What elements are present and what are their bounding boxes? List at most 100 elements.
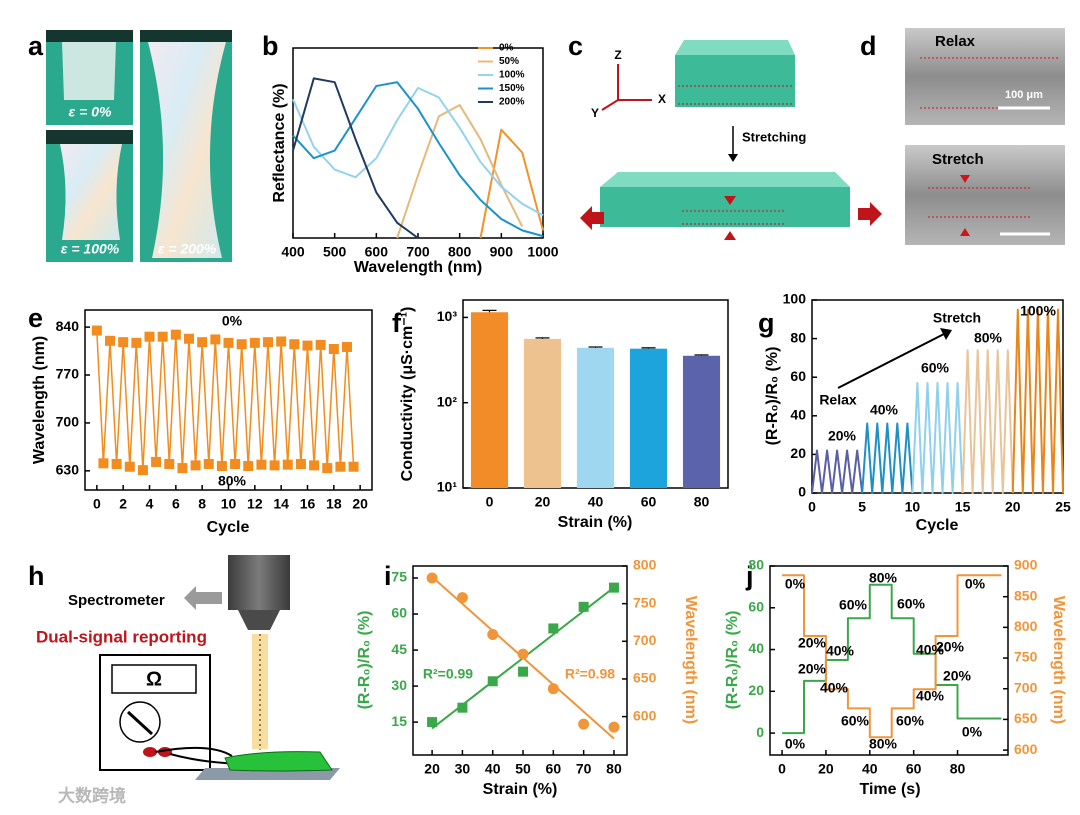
point xyxy=(190,460,201,471)
film xyxy=(148,42,226,258)
point xyxy=(456,592,468,604)
y-tick-label: 700 xyxy=(56,414,80,430)
x-tick-label: 4 xyxy=(146,496,154,512)
y-tick-label: 60 xyxy=(790,368,806,384)
x-tick-label: 600 xyxy=(365,244,389,260)
y-tick-label: 20 xyxy=(790,445,806,461)
annotation: 0% xyxy=(785,736,806,752)
point xyxy=(170,329,181,340)
y-axis-label: (R-R₀)/R₀ (%) xyxy=(764,347,781,446)
annotation: 20% xyxy=(798,635,827,651)
axis-name: Z xyxy=(614,48,621,62)
point xyxy=(131,337,142,348)
point xyxy=(295,458,306,469)
panel-letter: d xyxy=(860,31,877,61)
y-tick-label: 20 xyxy=(748,682,764,698)
y-tick-label: 10³ xyxy=(437,308,458,324)
block-top xyxy=(675,40,795,55)
y-tick-label: 80 xyxy=(748,557,764,573)
scale-label: 100 μm xyxy=(1005,89,1043,101)
x-tick-label: 80 xyxy=(950,761,966,777)
point xyxy=(457,702,468,713)
y-tick-label: 40 xyxy=(790,407,806,423)
x-tick-label: 70 xyxy=(576,761,592,777)
meter-symbol: Ω xyxy=(146,668,162,690)
x-tick-label: 2 xyxy=(119,496,127,512)
block xyxy=(675,55,795,107)
step-arrow xyxy=(728,154,738,162)
x-tick-label: 15 xyxy=(955,499,971,515)
annotation: 80% xyxy=(218,473,247,489)
spectrometer xyxy=(228,555,290,610)
y2-tick-label: 700 xyxy=(633,632,657,648)
annotation: 40% xyxy=(826,643,855,659)
point xyxy=(427,717,438,728)
pull-arrow xyxy=(858,202,882,226)
y-axis-label: Wavelength (nm) xyxy=(31,336,48,464)
x-tick-label: 40 xyxy=(862,761,878,777)
axis-name: X xyxy=(658,92,666,106)
x-tick-label: 30 xyxy=(455,761,471,777)
point xyxy=(124,461,135,472)
y-tick-label: 15 xyxy=(391,713,407,729)
series-line xyxy=(1011,308,1064,494)
y-axis-label: (R-R₀)/R₀ (%) xyxy=(356,611,373,710)
x-tick-label: 20 xyxy=(1005,499,1021,515)
x-tick-label: 50 xyxy=(515,761,531,777)
series-label: 60% xyxy=(921,360,950,376)
x-tick-label: 60 xyxy=(546,761,562,777)
annotation: 20% xyxy=(943,668,972,684)
y2-tick-label: 650 xyxy=(1014,710,1038,726)
step-label: Stretching xyxy=(742,129,806,144)
point xyxy=(111,458,122,469)
y-tick-label: 40 xyxy=(748,640,764,656)
dial-knob xyxy=(126,710,154,736)
panel-letter: j xyxy=(745,561,754,591)
x-axis-label: Cycle xyxy=(916,517,959,534)
bar xyxy=(576,347,615,488)
x-tick-label: 12 xyxy=(247,496,263,512)
point xyxy=(578,718,590,730)
legend-label: 50% xyxy=(499,56,519,67)
legend-label: 100% xyxy=(499,70,525,81)
series-line xyxy=(861,422,914,494)
y2-tick-label: 750 xyxy=(633,594,657,610)
schematic: Z X Y Stretching xyxy=(580,40,882,240)
x-tick-label: 5 xyxy=(858,499,866,515)
point xyxy=(328,344,339,355)
annotation: R²=0.98 xyxy=(565,666,615,682)
annotation: 20% xyxy=(936,639,965,655)
x-tick-label: 80 xyxy=(694,494,710,510)
sem-images: Relax 100 μm Stretch xyxy=(905,28,1065,245)
x-axis-label: Cycle xyxy=(207,519,250,536)
series-line xyxy=(479,128,544,239)
setup-label: Spectrometer xyxy=(68,592,165,609)
point xyxy=(144,331,155,342)
signal-arrow xyxy=(184,586,222,610)
point xyxy=(309,460,320,471)
pull-arrow xyxy=(580,206,604,230)
y2-tick-label: 700 xyxy=(1014,679,1038,695)
setup-title: Dual-signal reporting xyxy=(36,627,207,646)
point xyxy=(105,335,116,346)
y-axis-label: Conductivity (μS·cm⁻¹) xyxy=(399,307,416,482)
x-tick-label: 700 xyxy=(406,244,430,260)
x-tick-label: 0 xyxy=(778,761,786,777)
point xyxy=(426,572,438,584)
annotation: 60% xyxy=(841,713,870,729)
y2-tick-label: 850 xyxy=(1014,587,1038,603)
x-tick-label: 900 xyxy=(490,244,514,260)
point xyxy=(262,337,273,348)
point xyxy=(276,336,287,347)
annotation: 60% xyxy=(896,713,925,729)
series-label: 80% xyxy=(974,330,1003,346)
x-tick-label: 18 xyxy=(326,496,342,512)
x-tick-label: 16 xyxy=(300,496,316,512)
point xyxy=(578,601,589,612)
annotation: 60% xyxy=(839,597,868,613)
x-tick-label: 60 xyxy=(641,494,657,510)
y2-tick-label: 800 xyxy=(633,557,657,573)
setup: Spectrometer Dual-signal reporting Ω xyxy=(36,555,340,780)
panel-letter: e xyxy=(28,303,43,333)
